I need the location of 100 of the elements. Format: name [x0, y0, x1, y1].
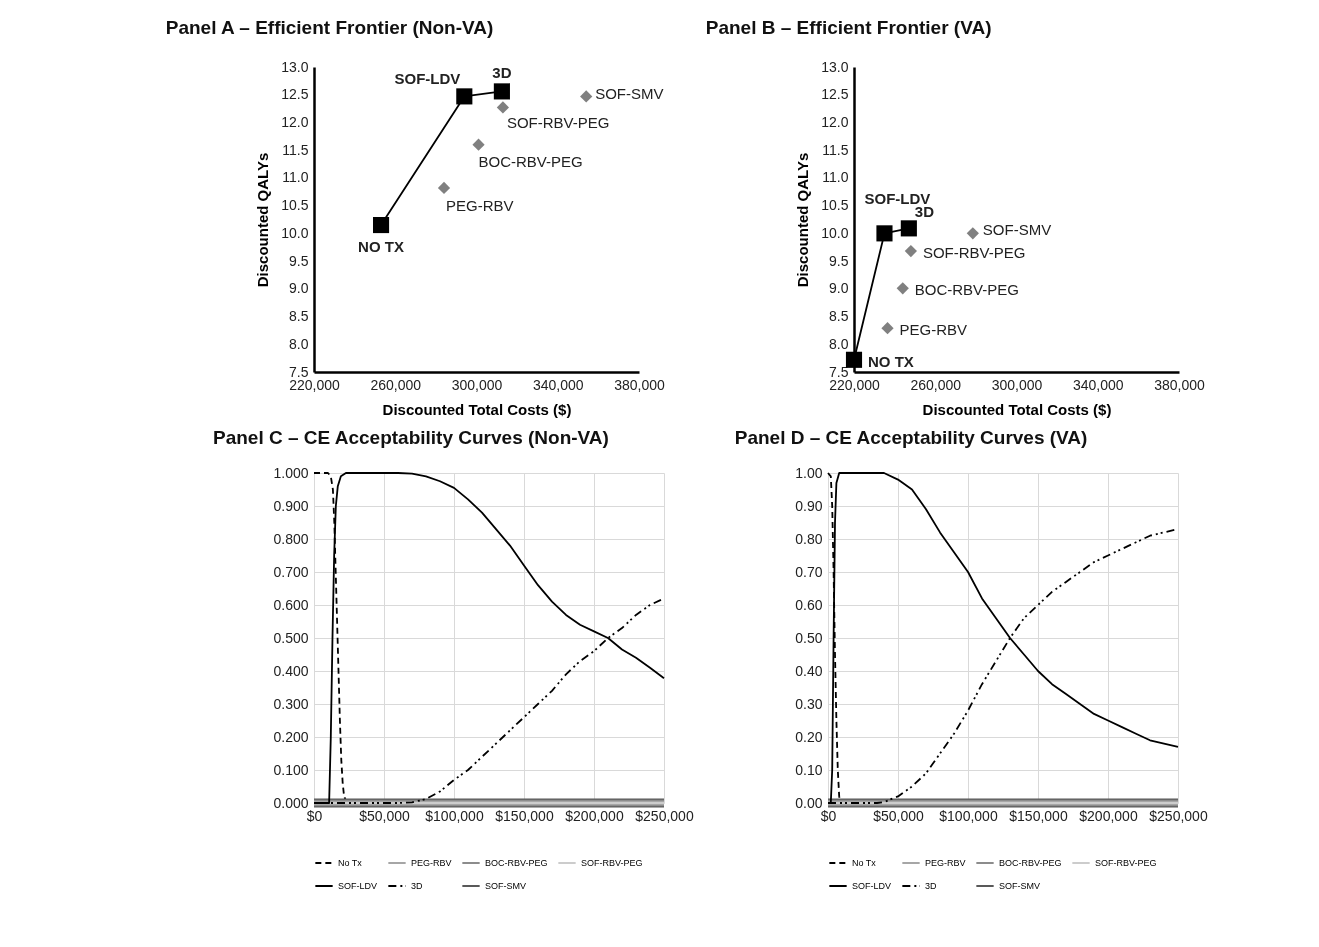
- legend-label: BOC-RBV-PEG: [999, 858, 1062, 868]
- legend-label: SOF-RBV-PEG: [581, 858, 643, 868]
- y-tick-label: 11.5: [822, 141, 849, 158]
- legend-label: SOF-LDV: [338, 881, 378, 891]
- y-tick-label: 12.0: [821, 113, 849, 130]
- point: [845, 351, 863, 368]
- x-tick-label: $250,000: [1149, 807, 1208, 824]
- y-tick-label: 11.5: [282, 141, 309, 158]
- x-tick-label: $200,000: [1079, 807, 1138, 824]
- y-tick-label: 0.20: [795, 728, 823, 745]
- x-tick-label: 340,000: [532, 376, 584, 393]
- y-tick-label: 0.40: [795, 662, 823, 679]
- y-tick-label: 0.700: [273, 563, 309, 580]
- chart-title: Panel D – CE Acceptability Curves (VA): [734, 427, 1088, 448]
- point: [493, 83, 510, 100]
- point: [496, 101, 510, 114]
- y-tick-label: 0.90: [795, 497, 823, 514]
- x-tick-label: 300,000: [451, 376, 503, 393]
- point: [904, 244, 917, 258]
- point: [580, 90, 593, 103]
- y-tick-label: 12.5: [281, 86, 309, 103]
- y-tick-label: 10.0: [281, 224, 309, 241]
- y-tick-label: 0.10: [795, 761, 823, 778]
- point: [472, 138, 485, 151]
- x-tick-label: 340,000: [1072, 376, 1124, 393]
- point: [437, 181, 451, 195]
- y-tick-label: 1.00: [795, 464, 823, 481]
- legend-label: SOF-RBV-PEG: [1095, 858, 1157, 868]
- legend-label: PEG-RBV: [925, 858, 966, 868]
- y-tick-label: 9.0: [289, 280, 309, 297]
- point: [966, 227, 979, 240]
- x-axis-title: Discounted Total Costs ($): [922, 400, 1112, 418]
- legend-label: PEG-RBV: [411, 858, 452, 868]
- y-tick-label: 0.400: [273, 662, 309, 679]
- y-axis-title: Discounted QALYs: [254, 152, 272, 288]
- x-tick-label: $0: [820, 807, 837, 824]
- point: [876, 225, 893, 242]
- annotation: 3D: [492, 64, 512, 82]
- x-tick-label: 380,000: [1154, 376, 1206, 393]
- line-series: [313, 472, 665, 804]
- x-tick-label: $50,000: [873, 807, 925, 824]
- y-tick-label: 13.0: [821, 58, 849, 75]
- y-tick-label: 0.70: [795, 563, 823, 580]
- point: [456, 88, 473, 105]
- x-axis-title: Discounted Total Costs ($): [382, 400, 572, 418]
- legend-label: No Tx: [338, 858, 363, 868]
- x-tick-label: $250,000: [635, 807, 694, 824]
- y-tick-label: 10.5: [281, 197, 309, 214]
- y-tick-label: 10.0: [821, 224, 849, 241]
- chart-title: Panel A – Efficient Frontier (Non-VA): [165, 17, 494, 38]
- annotation: NO TX: [358, 238, 404, 256]
- y-tick-label: 0.600: [273, 596, 309, 613]
- annotation: SOF-SMV: [982, 221, 1052, 239]
- y-tick-label: 8.5: [289, 308, 309, 325]
- y-tick-label: 0.800: [273, 530, 309, 547]
- y-tick-label: 9.5: [829, 252, 849, 269]
- x-tick-label: $200,000: [565, 807, 624, 824]
- y-tick-label: 0.100: [273, 761, 309, 778]
- chart-title: Panel C – CE Acceptability Curves (Non-VA): [212, 427, 609, 448]
- x-tick-label: $100,000: [939, 807, 998, 824]
- chart-title: Panel B – Efficient Frontier (VA): [705, 17, 992, 38]
- y-tick-label: 10.5: [821, 197, 849, 214]
- x-tick-label: 380,000: [614, 376, 666, 393]
- y-tick-label: 12.0: [281, 113, 309, 130]
- point: [881, 322, 894, 335]
- legend-label: SOF-SMV: [999, 881, 1041, 891]
- legend-label: BOC-RBV-PEG: [485, 858, 548, 868]
- x-tick-label: 300,000: [991, 376, 1043, 393]
- y-tick-label: 8.0: [829, 335, 849, 352]
- annotation: PEG-RBV: [899, 321, 968, 339]
- y-tick-label: 1.000: [273, 464, 309, 481]
- y-tick-label: 0.200: [273, 728, 309, 745]
- x-tick-label: $150,000: [495, 807, 554, 824]
- annotation: SOF-SMV: [595, 85, 664, 103]
- legend-label: SOF-SMV: [485, 881, 527, 891]
- annotation: SOF-LDV: [394, 70, 461, 88]
- annotation: BOC-RBV-PEG: [478, 152, 583, 170]
- annotation: NO TX: [868, 352, 914, 370]
- x-tick-label: $150,000: [1009, 807, 1068, 824]
- y-tick-label: 11.0: [282, 169, 309, 186]
- y-tick-label: 0.000: [273, 794, 309, 811]
- x-tick-label: $0: [306, 807, 323, 824]
- legend-label: 3D: [925, 881, 938, 891]
- y-tick-label: 9.5: [289, 252, 309, 269]
- point: [896, 282, 909, 295]
- x-tick-label: $50,000: [359, 807, 411, 824]
- legend-label: SOF-LDV: [852, 881, 892, 891]
- y-axis-title: Discounted QALYs: [794, 152, 812, 288]
- point: [372, 216, 390, 234]
- y-tick-label: 8.5: [829, 308, 849, 325]
- annotation: SOF-RBV-PEG: [922, 244, 1026, 262]
- line-series: [827, 472, 1179, 804]
- y-tick-label: 11.0: [822, 169, 849, 186]
- x-tick-label: 260,000: [370, 376, 422, 393]
- y-tick-label: 0.00: [795, 794, 823, 811]
- y-tick-label: 0.50: [795, 629, 823, 646]
- y-tick-label: 9.0: [829, 280, 849, 297]
- annotation: BOC-RBV-PEG: [914, 281, 1019, 299]
- legend-label: No Tx: [852, 858, 877, 868]
- y-tick-label: 8.0: [289, 335, 309, 352]
